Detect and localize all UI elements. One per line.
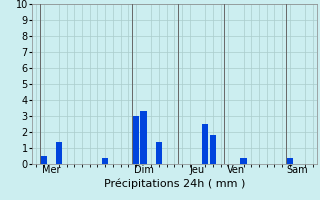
Bar <box>133 116 139 164</box>
Bar <box>240 158 247 164</box>
Bar <box>40 156 47 164</box>
Bar <box>210 135 216 164</box>
Bar <box>156 142 162 164</box>
Bar <box>56 142 62 164</box>
Bar <box>202 124 208 164</box>
Bar <box>140 111 147 164</box>
Bar <box>102 158 108 164</box>
X-axis label: Précipitations 24h ( mm ): Précipitations 24h ( mm ) <box>104 178 245 189</box>
Bar <box>287 158 293 164</box>
